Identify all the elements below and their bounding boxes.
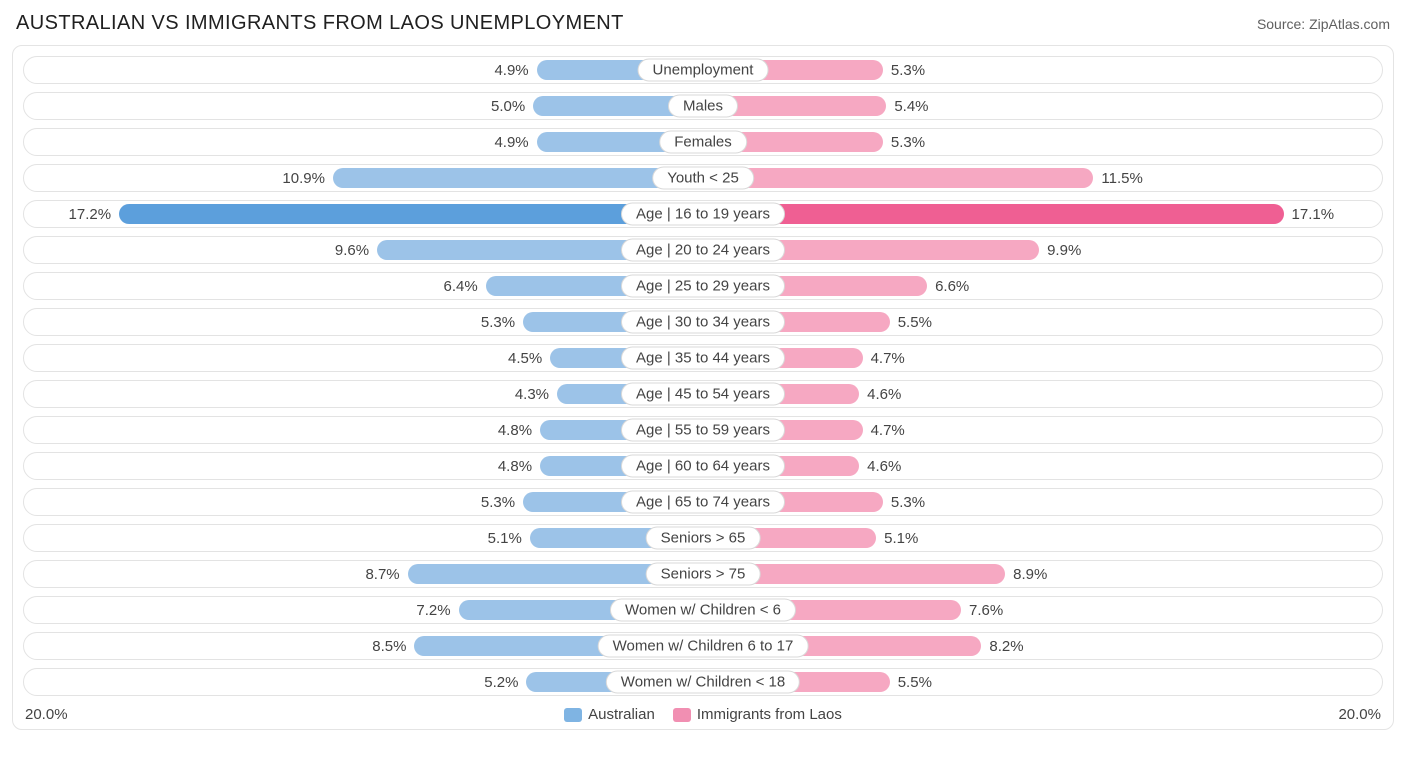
chart-title: AUSTRALIAN VS IMMIGRANTS FROM LAOS UNEMP… <box>16 12 624 35</box>
value-right: 8.9% <box>1013 561 1047 587</box>
data-row: 4.9% 5.3% Unemployment <box>23 56 1383 84</box>
row-label-pill: Youth < 25 <box>652 167 754 190</box>
value-left: 5.3% <box>481 489 515 515</box>
value-right: 7.6% <box>969 597 1003 623</box>
legend-swatch <box>673 708 691 722</box>
value-left: 10.9% <box>282 165 325 191</box>
legend-label: Immigrants from Laos <box>697 706 842 723</box>
value-left: 4.5% <box>508 345 542 371</box>
bar-right <box>703 168 1093 188</box>
data-row: 8.7% 8.9% Seniors > 75 <box>23 560 1383 588</box>
legend-item: Australian <box>564 706 655 723</box>
row-label-pill: Age | 35 to 44 years <box>621 347 785 370</box>
row-label-pill: Age | 60 to 64 years <box>621 455 785 478</box>
row-label-pill: Age | 25 to 29 years <box>621 275 785 298</box>
row-label-pill: Age | 20 to 24 years <box>621 239 785 262</box>
axis-max-left: 20.0% <box>25 706 68 723</box>
value-left: 8.7% <box>365 561 399 587</box>
value-right: 5.3% <box>891 57 925 83</box>
value-right: 5.5% <box>898 669 932 695</box>
source-link[interactable]: ZipAtlas.com <box>1309 16 1390 32</box>
data-row: 5.3% 5.5% Age | 30 to 34 years <box>23 308 1383 336</box>
value-left: 4.8% <box>498 417 532 443</box>
value-left: 5.3% <box>481 309 515 335</box>
row-label-pill: Seniors > 75 <box>646 563 761 586</box>
data-row: 5.2% 5.5% Women w/ Children < 18 <box>23 668 1383 696</box>
data-row: 5.0% 5.4% Males <box>23 92 1383 120</box>
value-left: 5.2% <box>484 669 518 695</box>
bar-left <box>333 168 703 188</box>
data-row: 4.8% 4.7% Age | 55 to 59 years <box>23 416 1383 444</box>
legend: Australian Immigrants from Laos <box>68 706 1339 723</box>
data-row: 4.9% 5.3% Females <box>23 128 1383 156</box>
value-right: 11.5% <box>1101 165 1142 191</box>
row-label-pill: Age | 65 to 74 years <box>621 491 785 514</box>
data-row: 4.3% 4.6% Age | 45 to 54 years <box>23 380 1383 408</box>
value-left: 4.3% <box>515 381 549 407</box>
axis-max-right: 20.0% <box>1338 706 1381 723</box>
row-label-pill: Males <box>668 95 738 118</box>
source-prefix: Source: <box>1257 16 1309 32</box>
chart-footer: 20.0% Australian Immigrants from Laos 20.0% <box>23 704 1383 723</box>
data-row: 17.2% 17.1% Age | 16 to 19 years <box>23 200 1383 228</box>
value-right: 5.5% <box>898 309 932 335</box>
row-label-pill: Age | 55 to 59 years <box>621 419 785 442</box>
value-left: 5.0% <box>491 93 525 119</box>
bar-right <box>703 204 1284 224</box>
value-left: 5.1% <box>488 525 522 551</box>
value-left: 8.5% <box>372 633 406 659</box>
chart-area: 4.9% 5.3% Unemployment 5.0% 5.4% Males 4.9% 5.3… <box>12 45 1394 730</box>
legend-item: Immigrants from Laos <box>673 706 842 723</box>
value-right: 4.7% <box>871 417 905 443</box>
bar-left <box>119 204 703 224</box>
row-label-pill: Women w/ Children < 18 <box>606 671 800 694</box>
value-left: 7.2% <box>416 597 450 623</box>
data-row: 10.9% 11.5% Youth < 25 <box>23 164 1383 192</box>
row-label-pill: Age | 30 to 34 years <box>621 311 785 334</box>
data-row: 8.5% 8.2% Women w/ Children 6 to 17 <box>23 632 1383 660</box>
row-label-pill: Women w/ Children 6 to 17 <box>598 635 809 658</box>
value-right: 9.9% <box>1047 237 1081 263</box>
row-label-pill: Seniors > 65 <box>646 527 761 550</box>
value-right: 4.6% <box>867 381 901 407</box>
row-label-pill: Women w/ Children < 6 <box>610 599 796 622</box>
data-row: 5.3% 5.3% Age | 65 to 74 years <box>23 488 1383 516</box>
value-right: 5.1% <box>884 525 918 551</box>
data-row: 6.4% 6.6% Age | 25 to 29 years <box>23 272 1383 300</box>
legend-swatch <box>564 708 582 722</box>
data-row: 5.1% 5.1% Seniors > 65 <box>23 524 1383 552</box>
data-row: 4.5% 4.7% Age | 35 to 44 years <box>23 344 1383 372</box>
chart-header: AUSTRALIAN VS IMMIGRANTS FROM LAOS UNEMP… <box>12 8 1394 45</box>
value-right: 4.7% <box>871 345 905 371</box>
value-right: 5.4% <box>894 93 928 119</box>
row-label-pill: Age | 16 to 19 years <box>621 203 785 226</box>
value-right: 4.6% <box>867 453 901 479</box>
legend-label: Australian <box>588 706 655 723</box>
value-left: 4.9% <box>494 57 528 83</box>
data-row: 9.6% 9.9% Age | 20 to 24 years <box>23 236 1383 264</box>
value-right: 6.6% <box>935 273 969 299</box>
row-label-pill: Unemployment <box>638 59 769 82</box>
data-row: 4.8% 4.6% Age | 60 to 64 years <box>23 452 1383 480</box>
value-left: 6.4% <box>444 273 478 299</box>
row-label-pill: Females <box>659 131 747 154</box>
value-right: 8.2% <box>989 633 1023 659</box>
value-right: 17.1% <box>1292 201 1335 227</box>
value-right: 5.3% <box>891 129 925 155</box>
value-left: 17.2% <box>69 201 112 227</box>
value-right: 5.3% <box>891 489 925 515</box>
value-left: 9.6% <box>335 237 369 263</box>
data-row: 7.2% 7.6% Women w/ Children < 6 <box>23 596 1383 624</box>
row-label-pill: Age | 45 to 54 years <box>621 383 785 406</box>
chart-source: Source: ZipAtlas.com <box>1257 16 1390 32</box>
value-left: 4.8% <box>498 453 532 479</box>
value-left: 4.9% <box>494 129 528 155</box>
